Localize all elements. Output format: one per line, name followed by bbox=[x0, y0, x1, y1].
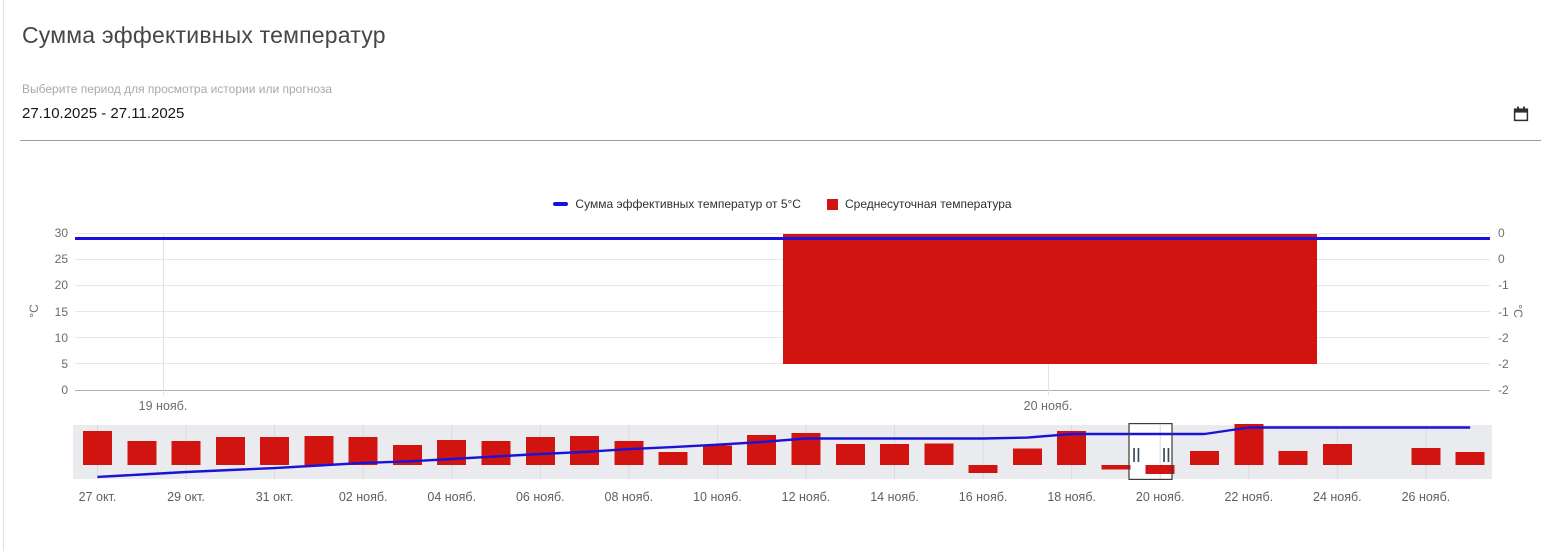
legend-item-sum-line[interactable]: Сумма эффективных температур от 5°C bbox=[553, 197, 801, 211]
main-left-tick-label: 20 bbox=[54, 278, 68, 293]
selection-handle-left[interactable] bbox=[1137, 448, 1140, 462]
main-gridline-h bbox=[75, 258, 1490, 260]
avg-temp-bar-20nov bbox=[783, 234, 1317, 364]
main-gridline-h bbox=[75, 232, 1490, 234]
selection-handle-left[interactable] bbox=[1133, 448, 1135, 462]
nav-avg-temp-bar bbox=[924, 443, 954, 465]
main-right-tick-label: -2 bbox=[1498, 383, 1509, 397]
nav-avg-temp-bar bbox=[1190, 450, 1219, 465]
nav-avg-temp-bar bbox=[835, 443, 865, 465]
main-gridline-v bbox=[162, 233, 164, 395]
navigator-date-label: 24 нояб. bbox=[1313, 490, 1362, 504]
main-right-tick-label: -1 bbox=[1498, 278, 1509, 293]
calendar-button[interactable] bbox=[1512, 103, 1534, 125]
bar-series-marker bbox=[826, 198, 838, 210]
main-left-tick-label: 30 bbox=[54, 226, 68, 240]
nav-avg-temp-bar bbox=[304, 436, 334, 465]
navigator-date-label: 08 нояб. bbox=[604, 490, 654, 504]
navigator-date-label: 20 нояб. bbox=[1135, 490, 1185, 504]
navigator-date-label: 14 нояб. bbox=[870, 490, 919, 504]
nav-avg-temp-bar bbox=[747, 435, 777, 465]
navigator-date-label: 26 нояб. bbox=[1401, 490, 1451, 504]
nav-avg-temp-bar bbox=[525, 436, 555, 465]
main-left-tick-label: 0 bbox=[61, 383, 68, 397]
navigator-date-label: 04 нояб. bbox=[427, 490, 477, 504]
navigator-date-label: 16 нояб. bbox=[958, 490, 1008, 504]
navigator-date-label: 29 окт. bbox=[167, 490, 205, 504]
nav-avg-temp-bar bbox=[1234, 424, 1264, 465]
nav-avg-temp-bar bbox=[1012, 448, 1042, 465]
navigator[interactable] bbox=[73, 423, 1492, 480]
nav-avg-temp-bar bbox=[702, 445, 732, 465]
navigator-date-label: 12 нояб. bbox=[781, 490, 831, 504]
period-hint: Выберите период для просмотра истории ил… bbox=[22, 82, 333, 96]
navigator-date-label: 27 окт. bbox=[78, 490, 117, 504]
main-gridline-h bbox=[75, 337, 1490, 339]
main-right-tick-label: 0 bbox=[1498, 226, 1505, 240]
legend-label-avg: Среднесуточная температура bbox=[844, 197, 1012, 211]
nav-avg-temp-bar bbox=[215, 436, 245, 465]
main-gridline-h bbox=[75, 389, 1490, 391]
nav-avg-temp-bar bbox=[127, 440, 157, 465]
navigator-date-label: 31 окт. bbox=[255, 490, 294, 504]
main-right-tick-label: -2 bbox=[1498, 356, 1509, 371]
main-gridline-h bbox=[75, 311, 1490, 312]
selection-handle-right[interactable] bbox=[1163, 448, 1165, 462]
nav-avg-temp-bar bbox=[658, 451, 688, 465]
main-right-tick-label: -1 bbox=[1498, 304, 1509, 319]
nav-avg-temp-bar bbox=[1057, 431, 1087, 465]
right-axis-title: °C bbox=[1511, 303, 1525, 318]
navigator-date-label: 06 нояб. bbox=[515, 490, 565, 504]
main-left-tick-label: 10 bbox=[54, 330, 68, 345]
navigator-date-label: 10 нояб. bbox=[693, 490, 742, 504]
line-series-marker bbox=[553, 202, 569, 206]
nav-avg-temp-bar bbox=[1322, 443, 1352, 465]
selection-window[interactable] bbox=[1128, 423, 1173, 480]
navigator-canvas[interactable] bbox=[73, 423, 1492, 480]
main-x-label: 20 нояб. bbox=[1023, 399, 1073, 413]
nav-avg-temp-bar bbox=[171, 440, 201, 465]
legend-item-avg-temp[interactable]: Среднесуточная температура bbox=[826, 197, 1012, 211]
main-left-tick-label: 25 bbox=[54, 252, 68, 267]
left-axis-title: °C bbox=[27, 303, 41, 318]
main-x-label: 19 нояб. bbox=[138, 399, 188, 413]
date-range-field[interactable]: 27.10.2025 - 27.11.2025 bbox=[22, 105, 185, 122]
nav-avg-temp-bar bbox=[880, 443, 909, 465]
navigator-date-label: 22 нояб. bbox=[1224, 490, 1274, 504]
card-left-border bbox=[3, 0, 4, 551]
nav-avg-temp-bar bbox=[437, 439, 467, 465]
page-title: Сумма эффективных температур bbox=[22, 22, 386, 48]
nav-avg-temp-bar bbox=[348, 436, 378, 465]
nav-avg-temp-bar bbox=[968, 465, 998, 473]
main-left-tick-label: 15 bbox=[54, 304, 68, 319]
nav-avg-temp-bar bbox=[1101, 465, 1131, 470]
nav-avg-temp-bar bbox=[1145, 465, 1175, 474]
sum-temp-line bbox=[75, 236, 1490, 240]
nav-avg-temp-bar bbox=[481, 440, 511, 465]
legend-label-sum: Сумма эффективных температур от 5°C bbox=[575, 197, 801, 211]
nav-avg-temp-bar bbox=[1455, 451, 1485, 465]
nav-sum-line bbox=[97, 426, 1471, 479]
main-gridline-h bbox=[75, 363, 1490, 365]
navigator-date-label: 18 нояб. bbox=[1047, 490, 1096, 504]
header-divider bbox=[20, 140, 1541, 141]
main-right-tick-label: 0 bbox=[1498, 252, 1505, 267]
nav-avg-temp-bar bbox=[1411, 447, 1441, 465]
calendar-icon bbox=[1513, 106, 1529, 122]
nav-avg-temp-bar bbox=[614, 441, 644, 465]
main-gridline-h bbox=[75, 284, 1490, 286]
chart-legend: Сумма эффективных температур от 5°C Сред… bbox=[75, 197, 1490, 211]
navigator-date-label: 02 нояб. bbox=[338, 490, 388, 504]
selection-handle-right[interactable] bbox=[1167, 448, 1170, 462]
main-right-tick-label: -2 bbox=[1498, 330, 1509, 345]
nav-avg-temp-bar bbox=[260, 436, 290, 465]
main-left-tick-label: 5 bbox=[61, 356, 68, 371]
nav-avg-temp-bar bbox=[83, 431, 112, 465]
nav-avg-temp-bar bbox=[1278, 450, 1308, 465]
